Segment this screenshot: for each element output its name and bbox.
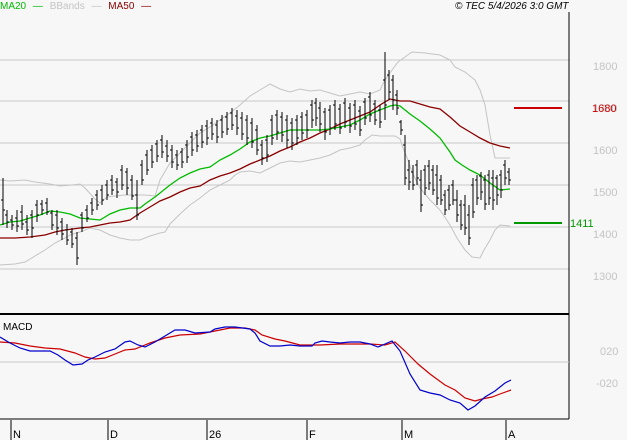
x-tick-a: A bbox=[508, 429, 516, 440]
legend-bbands: BBands — bbox=[49, 1, 102, 12]
chart-legend: MA20 — BBands — MA50 — bbox=[0, 1, 155, 12]
ma50-line bbox=[0, 98, 511, 239]
macd-title: MACD bbox=[3, 322, 33, 333]
price-axis-labels: 1800 1700 1600 1500 1400 1300 bbox=[593, 61, 617, 283]
ma20-line bbox=[0, 104, 511, 226]
macd-line bbox=[0, 326, 512, 411]
y-tick-1400: 1400 bbox=[593, 229, 617, 241]
x-tick-f: F bbox=[309, 429, 316, 440]
x-tick-m: M bbox=[404, 429, 413, 440]
copyright-timestamp: © TEC 5/4/2026 3:0 GMT bbox=[455, 1, 569, 12]
legend-ma20: MA20 — bbox=[0, 1, 43, 12]
y-tick-1500: 1500 bbox=[593, 187, 617, 199]
y-tick-1600: 1600 bbox=[593, 145, 617, 157]
price-gridlines bbox=[0, 59, 569, 270]
y-tick-1700: 1700 bbox=[593, 103, 617, 115]
legend-ma50: MA50 — bbox=[108, 1, 152, 12]
macd-tick-20: 020 bbox=[600, 346, 618, 358]
x-tick-n: N bbox=[13, 429, 21, 440]
support-label: 1411 bbox=[570, 218, 594, 230]
y-tick-1300: 1300 bbox=[593, 271, 617, 283]
x-axis: N D 26 F M A bbox=[10, 420, 516, 440]
macd-tick-minus20: -020 bbox=[596, 378, 618, 390]
ohlc-bars bbox=[1, 52, 511, 265]
resistance-label: 1680 bbox=[592, 103, 616, 115]
x-tick-d: D bbox=[110, 429, 118, 440]
x-tick-26: 26 bbox=[209, 429, 221, 440]
y-tick-1800: 1800 bbox=[593, 61, 617, 73]
